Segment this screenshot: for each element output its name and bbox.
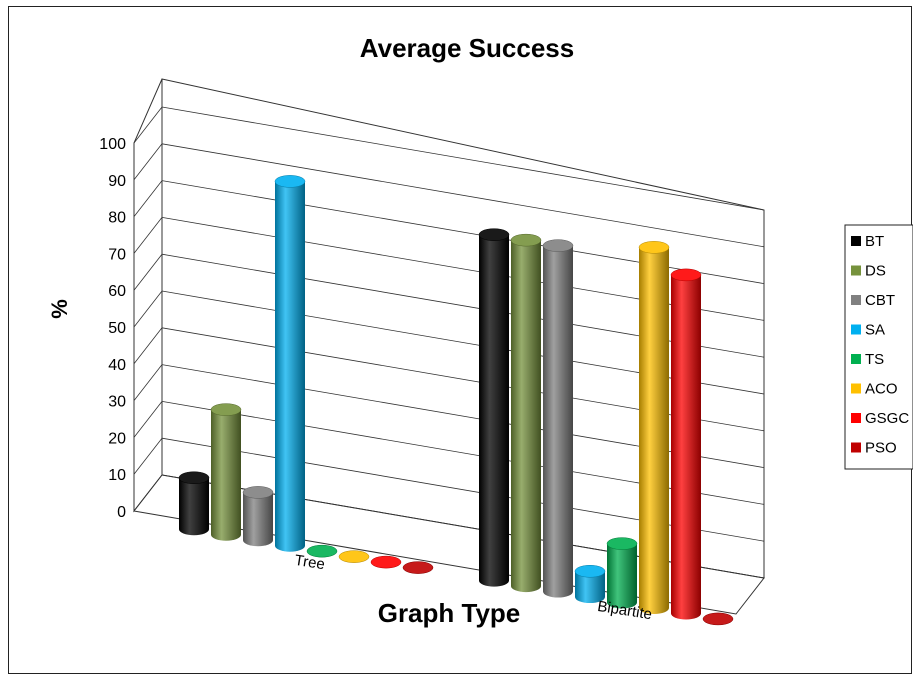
bar-top (242, 486, 274, 499)
legend-label: PSO (865, 440, 897, 457)
bar-body (575, 571, 605, 604)
y-axis-label: % (47, 299, 72, 319)
legend-swatch (851, 324, 861, 335)
chart-frame: Average Success % Graph Type 0 10 20 30 40 50… (8, 6, 913, 674)
gridline-side (133, 474, 163, 512)
bar (478, 228, 510, 587)
y-tick-label: 40 (108, 357, 126, 374)
bar (670, 268, 702, 620)
bar (638, 241, 670, 614)
legend-swatch (851, 383, 861, 394)
gridline-side (133, 290, 163, 328)
bar-top (478, 228, 510, 241)
bar-body (639, 247, 669, 614)
y-tick-label: 60 (108, 283, 126, 300)
bar-top (402, 561, 434, 574)
bar (510, 233, 542, 593)
legend-label: TS (865, 351, 884, 368)
legend-label: SA (865, 322, 885, 339)
bar (574, 565, 606, 604)
gridline-side (133, 327, 163, 365)
bar-body (671, 274, 701, 620)
legend: BT DS CBT SA TS ACO GSGC PSO (844, 224, 913, 470)
legend-label: ACO (865, 381, 898, 398)
bar-top (178, 471, 210, 484)
bar-top (606, 537, 638, 550)
bar (606, 537, 638, 609)
bar-body (211, 409, 241, 541)
category-label: Tree (293, 552, 326, 574)
legend-swatch (851, 236, 861, 246)
legend-label: CBT (865, 292, 895, 309)
bar-top (306, 544, 338, 558)
bar (542, 239, 574, 598)
legend-swatch (851, 413, 861, 423)
left-wall (133, 78, 163, 513)
bar-body (275, 181, 305, 552)
bar-top (574, 565, 606, 578)
bar (306, 544, 338, 558)
bar-body (543, 245, 573, 598)
y-tick-label: 70 (108, 246, 126, 263)
gridline-side (133, 217, 163, 254)
gridline-side (133, 253, 163, 291)
legend-label: DS (865, 263, 886, 280)
bar-top (542, 239, 574, 252)
gridline (161, 106, 765, 211)
legend-label: BT (865, 233, 884, 250)
bar-top (338, 550, 370, 563)
legend-swatch (851, 442, 861, 453)
bar-body (479, 234, 509, 587)
y-tick-label: 50 (108, 320, 126, 337)
gridline (161, 143, 765, 248)
gridline-side (133, 401, 163, 438)
bar (402, 561, 434, 574)
bar (178, 471, 210, 536)
bar-body (179, 477, 209, 536)
gridline-side (133, 437, 163, 475)
x-axis-label: Graph Type (378, 598, 521, 628)
bar-top (210, 403, 242, 416)
bar (370, 555, 402, 569)
gridline-side (133, 364, 163, 401)
bar-body (511, 240, 541, 593)
y-tick-label: 0 (117, 504, 126, 521)
bar-top (670, 268, 702, 282)
bar-top (510, 233, 542, 247)
bar (274, 175, 306, 552)
bar-top (370, 555, 402, 569)
gridline-side (133, 143, 163, 181)
y-tick-label: 90 (108, 173, 126, 190)
y-tick-label: 80 (108, 210, 126, 227)
gridline-side (133, 180, 163, 217)
bar-top (638, 241, 670, 254)
y-tick-label: 30 (108, 394, 126, 411)
bar (702, 612, 734, 626)
bar-body (243, 492, 273, 547)
bar (210, 403, 242, 541)
bar (242, 486, 274, 547)
bar (338, 550, 370, 563)
legend-swatch (851, 354, 861, 364)
legend-swatch (851, 265, 861, 276)
bar-top (702, 612, 734, 626)
y-tick-label: 10 (108, 467, 126, 484)
bar-body (607, 543, 637, 609)
y-tick-label: 20 (108, 430, 126, 447)
bar-top (274, 175, 306, 188)
y-tick-label: 100 (99, 136, 126, 153)
y-axis-ticks: 0 10 20 30 40 50 60 70 80 90 100 (99, 136, 126, 521)
bar-chart-3d: Average Success % Graph Type 0 10 20 30 40 50… (47, 33, 913, 628)
legend-swatch (851, 295, 861, 305)
gridline-side (133, 106, 163, 144)
chart-title: Average Success (360, 33, 574, 63)
chart-bars (178, 175, 734, 626)
legend-label: GSGC (865, 410, 909, 427)
